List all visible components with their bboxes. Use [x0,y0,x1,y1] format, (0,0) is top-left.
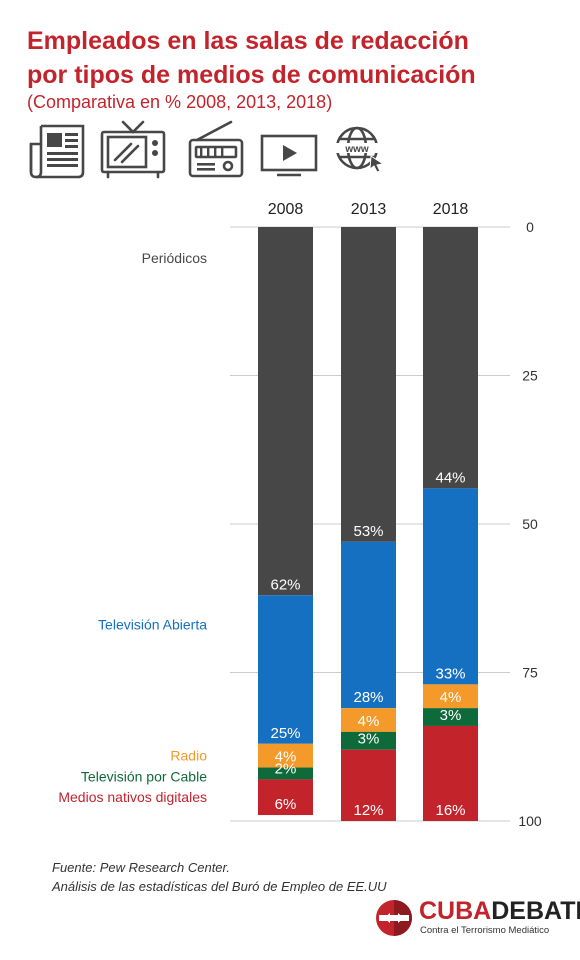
brand-debate: DEBATE [491,897,580,925]
category-label-2013: 2013 [351,201,387,218]
data-label-2008-4: 6% [275,796,297,813]
brand-cuba: CUBA [419,897,492,925]
y-tick-label: 25 [522,368,538,384]
data-label-2018-0: 44% [435,469,465,486]
bar-segment-televisión-abierta-2008 [258,595,313,744]
bar-segment-medios-nativos-digitales-2013 [341,749,396,821]
title-line-2: por tipos de medios de comunicación [27,61,476,89]
cubadebate-logo-mark [376,900,412,936]
source-line-2: Análisis de las estadísticas del Buró de… [52,879,387,894]
data-label-2018-4: 16% [435,802,465,819]
category-label-2008: 2008 [268,201,304,218]
series-label-periódicos: Periódicos [142,250,207,266]
bar-segment-medios-nativos-digitales-2018 [423,725,478,821]
bar-segment-medios-nativos-digitales-2008 [258,779,313,816]
brand-tagline: Contra el Terrorismo Mediático [420,925,550,936]
y-tick-label: 0 [526,219,534,235]
y-tick-label: 75 [522,665,538,681]
radio-icon [188,120,244,178]
newspaper-icon [29,124,85,179]
chart-title: Empleados en las salas de redacción por … [27,24,567,92]
bar-segment-televisión-por-cable-2018 [423,708,478,726]
media-icons-row: www [27,118,387,182]
source-line-1: Fuente: Pew Research Center. [52,860,230,875]
source-note: Fuente: Pew Research Center. Análisis de… [52,858,387,896]
chart-subtitle: (Comparativa en % 2008, 2013, 2018) [27,92,333,112]
bar-segment-periódicos-2018 [423,227,478,489]
data-label-2008-0: 62% [270,576,300,593]
data-label-2018-3: 3% [440,707,462,724]
data-label-2008-3: 2% [275,760,297,777]
series-label-medios-nativos-digitales: Medios nativos digitales [58,789,207,805]
series-label-radio: Radio [170,748,207,764]
category-label-2018: 2018 [433,201,469,218]
bar-segment-periódicos-2013 [341,227,396,542]
brand-name: CUBADEBATE [419,897,580,925]
bar-segment-periódicos-2008 [258,227,313,596]
series-label-televisión-por-cable: Televisión por Cable [81,769,207,785]
cubadebate-logo: CUBADEBATE Contra el Terrorismo Mediátic… [375,895,580,945]
data-label-2013-1: 28% [353,689,383,706]
data-label-2018-1: 33% [435,665,465,682]
cable-tv-icon [260,134,318,177]
bar-segment-radio-2018 [423,684,478,709]
data-label-2018-2: 4% [440,689,462,706]
series-label-televisión-abierta: Televisión Abierta [98,616,207,632]
title-line-1: Empleados en las salas de redacción [27,27,469,55]
bar-segment-televisión-abierta-2018 [423,488,478,685]
television-icon [100,120,166,179]
data-label-2013-4: 12% [353,802,383,819]
data-label-2013-3: 3% [358,731,380,748]
www-icon: www [334,126,385,173]
y-tick-label: 50 [522,516,538,532]
data-label-2008-2: 4% [275,749,297,766]
bar-segment-televisión-por-cable-2013 [341,731,396,750]
bar-segment-radio-2008 [258,743,313,768]
bar-segment-radio-2013 [341,708,396,732]
y-tick-label: 100 [518,813,542,829]
bar-segment-televisión-por-cable-2008 [258,767,313,780]
data-label-2008-1: 25% [270,725,300,742]
bar-segment-televisión-abierta-2013 [341,541,396,709]
data-label-2013-0: 53% [353,523,383,540]
data-label-2013-2: 4% [358,713,380,730]
svg-text:www: www [344,144,369,155]
